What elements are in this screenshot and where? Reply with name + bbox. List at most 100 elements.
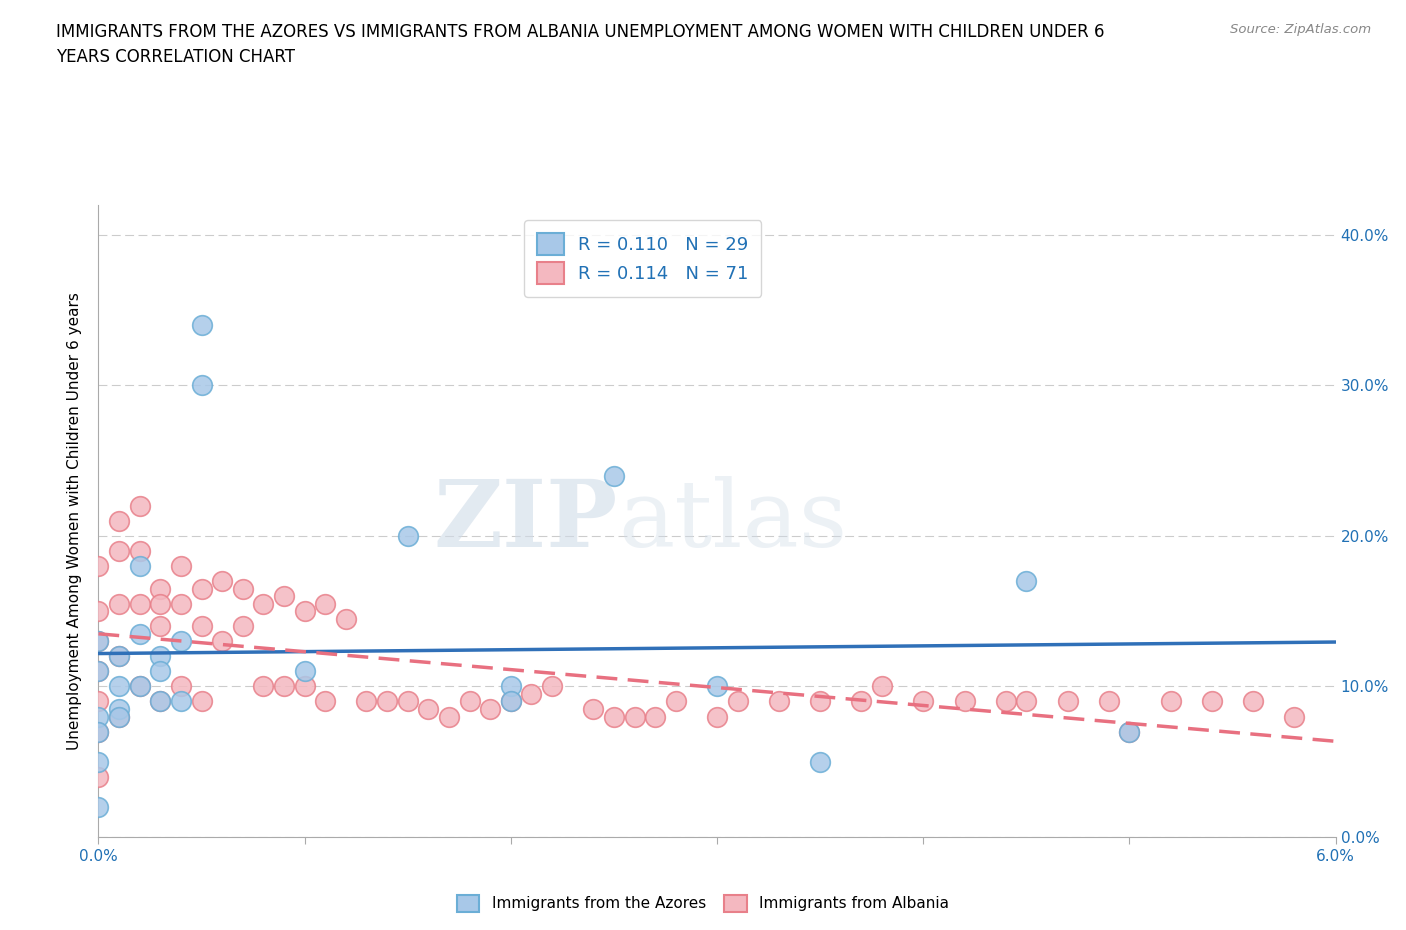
Point (108, 709, 131, 724)
Point (706, 709, 728, 724)
Point (623, 709, 645, 724)
Point (149, 694, 172, 709)
Point (335, 611, 357, 626)
Point (108, 649, 131, 664)
Point (1015, 694, 1038, 709)
Point (314, 596, 336, 611)
Point (870, 679, 893, 694)
Point (1241, 694, 1264, 709)
Text: atlas: atlas (619, 476, 848, 565)
Point (458, 694, 481, 709)
Point (128, 679, 150, 694)
Point (1118, 724, 1140, 739)
Point (1098, 694, 1121, 709)
Point (87, 754, 110, 769)
Point (499, 694, 522, 709)
Point (808, 694, 831, 709)
Point (1118, 724, 1140, 739)
Point (190, 318, 212, 333)
Point (108, 596, 131, 611)
Point (190, 618, 212, 633)
Point (108, 543, 131, 558)
Text: Source: ZipAtlas.com: Source: ZipAtlas.com (1230, 23, 1371, 36)
Point (87, 634, 110, 649)
Point (1056, 694, 1078, 709)
Point (994, 694, 1017, 709)
Point (232, 581, 254, 596)
Point (851, 694, 873, 709)
Point (603, 709, 626, 724)
Point (252, 679, 274, 694)
Point (541, 679, 564, 694)
Y-axis label: Unemployment Among Women with Children Under 6 years: Unemployment Among Women with Children U… (67, 292, 83, 750)
Point (582, 701, 605, 716)
Point (128, 559, 150, 574)
Point (727, 694, 749, 709)
Point (128, 679, 150, 694)
Point (437, 709, 460, 724)
Point (1015, 574, 1038, 589)
Point (128, 626, 150, 641)
Point (87, 724, 110, 739)
Point (108, 649, 131, 664)
Point (170, 679, 193, 694)
Point (87, 634, 110, 649)
Point (149, 649, 172, 664)
Point (87, 724, 110, 739)
Point (294, 679, 316, 694)
Point (87, 694, 110, 709)
Point (603, 468, 626, 483)
Point (149, 694, 172, 709)
Point (356, 694, 378, 709)
Point (665, 694, 688, 709)
Point (520, 686, 543, 701)
Point (170, 559, 193, 574)
Point (314, 694, 336, 709)
Point (108, 679, 131, 694)
Point (87, 800, 110, 815)
Point (1160, 694, 1182, 709)
Point (149, 581, 172, 596)
Point (808, 754, 831, 769)
Point (128, 543, 150, 558)
Legend: Immigrants from the Azores, Immigrants from Albania: Immigrants from the Azores, Immigrants f… (450, 889, 956, 918)
Point (149, 618, 172, 633)
Point (273, 589, 295, 604)
Point (87, 769, 110, 784)
Point (190, 581, 212, 596)
Point (479, 701, 502, 716)
Point (1201, 694, 1223, 709)
Point (273, 679, 295, 694)
Text: IMMIGRANTS FROM THE AZORES VS IMMIGRANTS FROM ALBANIA UNEMPLOYMENT AMONG WOMEN W: IMMIGRANTS FROM THE AZORES VS IMMIGRANTS… (56, 23, 1105, 66)
Point (644, 709, 666, 724)
Legend: R = 0.110   N = 29, R = 0.114   N = 71: R = 0.110 N = 29, R = 0.114 N = 71 (524, 220, 762, 297)
Point (108, 513, 131, 528)
Point (170, 694, 193, 709)
Point (252, 596, 274, 611)
Point (499, 679, 522, 694)
Point (190, 378, 212, 392)
Point (211, 574, 233, 589)
Point (768, 694, 790, 709)
Point (128, 596, 150, 611)
Point (108, 701, 131, 716)
Point (128, 498, 150, 513)
Point (396, 528, 419, 543)
Point (87, 604, 110, 618)
Point (294, 604, 316, 618)
Point (87, 664, 110, 679)
Point (170, 596, 193, 611)
Point (1284, 709, 1306, 724)
Point (87, 664, 110, 679)
Point (149, 664, 172, 679)
Point (149, 596, 172, 611)
Point (87, 709, 110, 724)
Point (418, 701, 440, 716)
Point (87, 559, 110, 574)
Point (499, 694, 522, 709)
Point (108, 709, 131, 724)
Text: ZIP: ZIP (434, 476, 619, 565)
Point (706, 679, 728, 694)
Point (294, 664, 316, 679)
Point (912, 694, 935, 709)
